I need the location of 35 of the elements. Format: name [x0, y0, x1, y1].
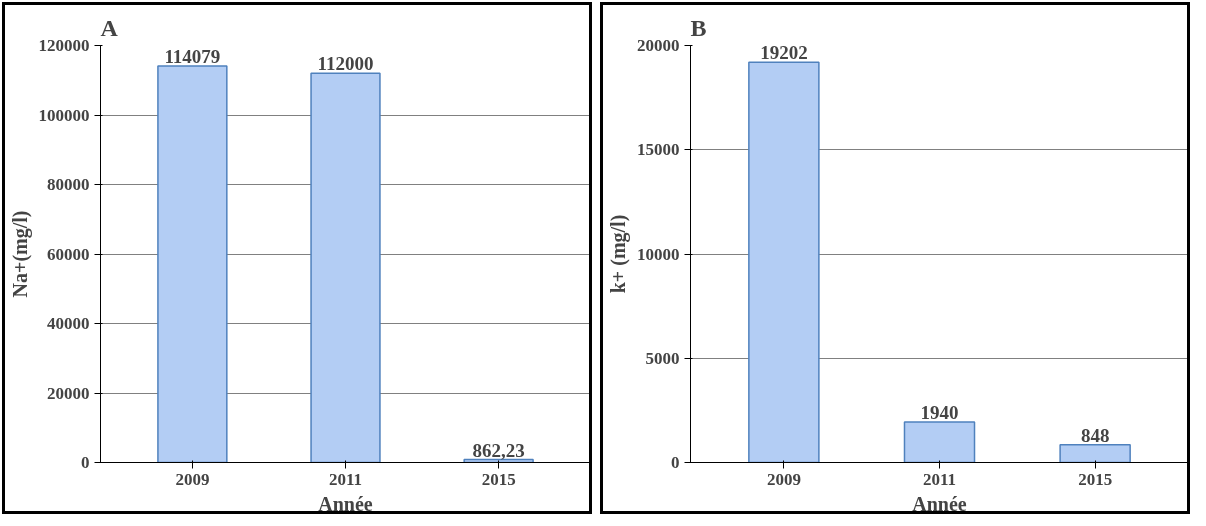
- chart-title: B: [690, 14, 707, 41]
- data-label: 19202: [760, 42, 808, 64]
- bar: [1059, 444, 1131, 463]
- y-tick-label: 60000: [47, 244, 90, 264]
- y-tick-label: 40000: [47, 314, 90, 333]
- y-tick-label: 80000: [47, 175, 90, 194]
- data-label: 862,23: [472, 439, 525, 461]
- y-axis-title: Na+(mg/l): [8, 210, 32, 298]
- bar: [157, 65, 228, 463]
- y-tick-label: 15000: [637, 140, 680, 160]
- chart-title: A: [100, 14, 119, 41]
- y-tick-label: 5000: [645, 348, 680, 368]
- x-tick-label: 2011: [328, 469, 363, 489]
- y-tick-label: 100000: [38, 105, 90, 125]
- x-tick-label: 2015: [481, 469, 516, 489]
- x-axis-title: Année: [318, 492, 373, 515]
- x-tick-label: 2009: [175, 469, 210, 489]
- y-tick-label: 20000: [47, 383, 90, 403]
- data-label: 114079: [164, 46, 221, 68]
- y-tick-label: 0: [81, 453, 90, 472]
- y-tick-label: 20000: [637, 36, 680, 55]
- x-tick-label: 2015: [1078, 469, 1113, 489]
- x-tick-label: 2009: [766, 469, 801, 489]
- bar: [310, 72, 381, 463]
- data-label: 848: [1080, 424, 1110, 446]
- y-tick-label: 10000: [637, 244, 680, 264]
- y-tick-label: 120000: [38, 36, 90, 55]
- y-axis-title: k+ (mg/l): [607, 214, 630, 294]
- y-tick-label: 0: [671, 453, 680, 472]
- data-label: 112000: [317, 53, 374, 75]
- data-label: 1940: [920, 402, 959, 424]
- bar: [903, 421, 976, 463]
- x-axis-title: Année: [912, 492, 967, 515]
- x-tick-label: 2011: [922, 469, 957, 489]
- bar: [748, 61, 820, 463]
